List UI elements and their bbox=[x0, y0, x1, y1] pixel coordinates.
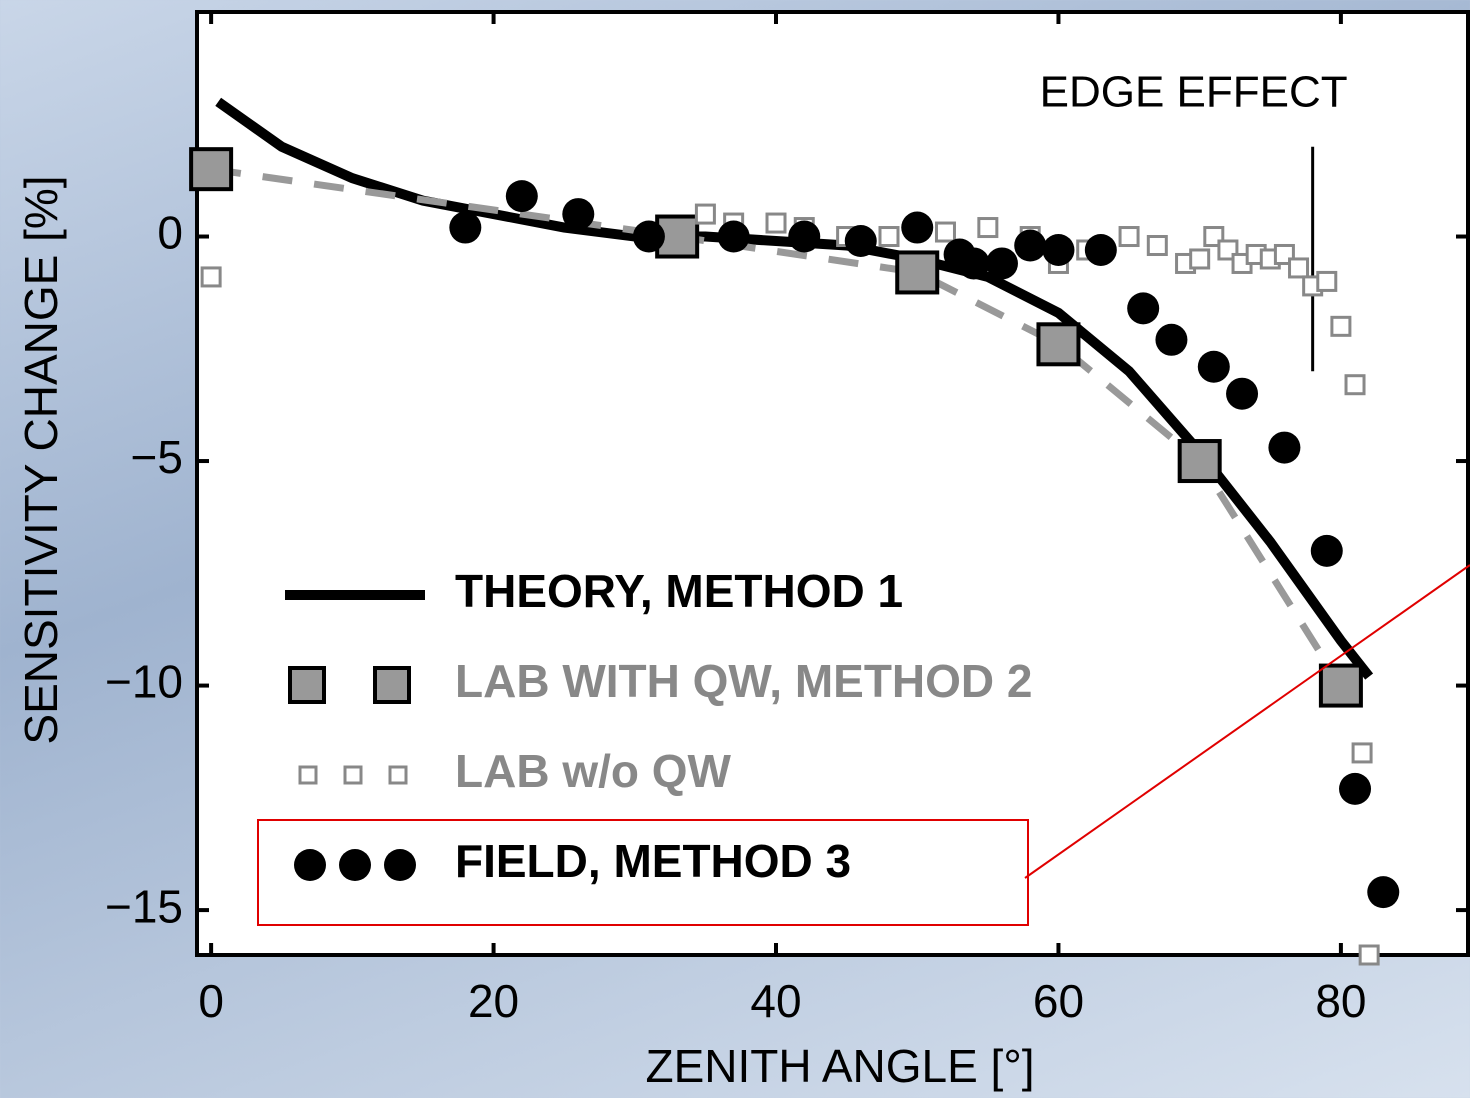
legend-swatch bbox=[388, 765, 408, 785]
small-square-marker bbox=[1189, 248, 1211, 270]
highlight-pointer bbox=[1024, 564, 1470, 879]
small-square-marker bbox=[977, 217, 999, 239]
legend-label: LAB WITH QW, METHOD 2 bbox=[455, 655, 1033, 707]
y-tick-label: −15 bbox=[105, 880, 183, 932]
small-square-marker bbox=[765, 212, 787, 234]
plot-area bbox=[197, 12, 1470, 955]
legend-swatch bbox=[373, 666, 411, 704]
circle-marker bbox=[717, 220, 750, 253]
circle-marker bbox=[1042, 233, 1075, 266]
small-square-marker bbox=[694, 203, 716, 225]
legend-swatch bbox=[288, 666, 326, 704]
circle-marker bbox=[788, 220, 821, 253]
legend-swatch bbox=[339, 849, 371, 881]
circle-marker bbox=[449, 211, 482, 244]
small-square-marker bbox=[1316, 270, 1338, 292]
x-axis-label: ZENITH ANGLE [°] bbox=[645, 1040, 1034, 1092]
circle-marker bbox=[957, 247, 990, 280]
x-tick-label: 60 bbox=[1033, 975, 1084, 1027]
legend-label: THEORY, METHOD 1 bbox=[455, 565, 903, 617]
small-square-marker bbox=[200, 266, 222, 288]
square-marker bbox=[1177, 439, 1222, 484]
y-tick-label: −5 bbox=[131, 431, 183, 483]
legend-swatch bbox=[298, 765, 318, 785]
square-marker bbox=[1036, 322, 1081, 367]
circle-marker bbox=[1014, 229, 1047, 262]
legend-swatch bbox=[343, 765, 363, 785]
x-tick-label: 40 bbox=[750, 975, 801, 1027]
legend-swatch bbox=[384, 849, 416, 881]
x-tick-label: 80 bbox=[1315, 975, 1366, 1027]
small-square-marker bbox=[1330, 315, 1352, 337]
small-square-marker bbox=[934, 221, 956, 243]
small-square-marker bbox=[1351, 742, 1373, 764]
y-axis-label: SENSITIVITY CHANGE [%] bbox=[15, 175, 67, 744]
square-marker bbox=[189, 147, 234, 192]
circle-marker bbox=[562, 198, 595, 231]
square-marker bbox=[895, 250, 940, 295]
highlight-box bbox=[257, 819, 1029, 926]
small-square-marker bbox=[878, 226, 900, 248]
circle-marker bbox=[844, 225, 877, 258]
legend-label: LAB w/o QW bbox=[455, 745, 732, 797]
circle-marker bbox=[901, 211, 934, 244]
circle-marker bbox=[505, 180, 538, 213]
legend-swatch bbox=[294, 849, 326, 881]
small-square-marker bbox=[1344, 374, 1366, 396]
circle-marker bbox=[1268, 431, 1301, 464]
y-tick-label: 0 bbox=[157, 207, 183, 259]
circle-marker bbox=[1155, 323, 1188, 356]
small-square-marker bbox=[1358, 944, 1380, 966]
x-tick-label: 0 bbox=[198, 975, 224, 1027]
circle-marker bbox=[1310, 534, 1343, 567]
annotation: EDGE EFFECT bbox=[1040, 67, 1348, 116]
dashed-line bbox=[210, 165, 1344, 688]
circle-marker bbox=[1226, 377, 1259, 410]
circle-marker bbox=[1084, 233, 1117, 266]
y-tick-label: −10 bbox=[105, 656, 183, 708]
circle-marker bbox=[1367, 876, 1400, 909]
circle-marker bbox=[985, 247, 1018, 280]
circle-marker bbox=[1197, 350, 1230, 383]
x-tick-label: 20 bbox=[468, 975, 519, 1027]
square-marker bbox=[1318, 663, 1363, 708]
small-square-marker bbox=[1146, 235, 1168, 257]
legend-label: FIELD, METHOD 3 bbox=[455, 835, 851, 887]
plot-frame bbox=[195, 10, 1470, 957]
circle-marker bbox=[632, 220, 665, 253]
circle-marker bbox=[1127, 292, 1160, 325]
circle-marker bbox=[1339, 772, 1372, 805]
small-square-marker bbox=[1118, 226, 1140, 248]
small-square-marker bbox=[1288, 257, 1310, 279]
